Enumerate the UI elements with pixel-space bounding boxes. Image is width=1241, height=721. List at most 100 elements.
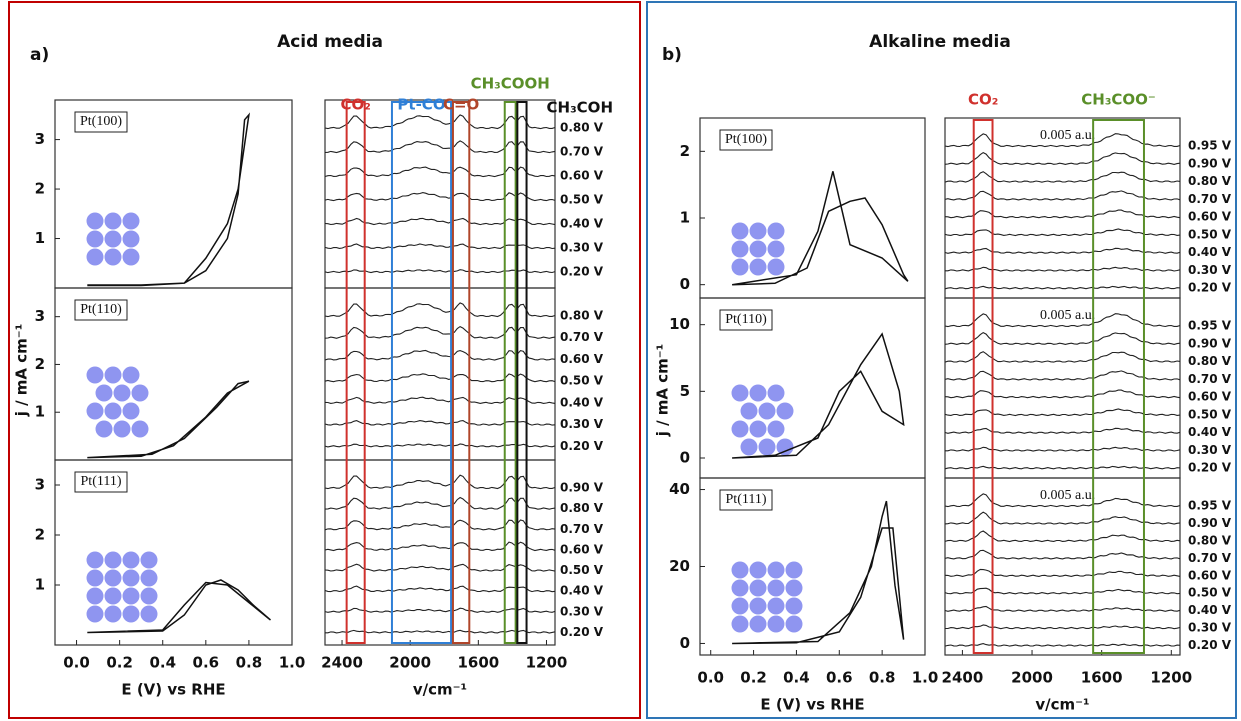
atom [749, 561, 767, 579]
atom [95, 384, 113, 402]
spectrum [324, 140, 556, 154]
spectrum [944, 427, 1181, 434]
spectrum [944, 313, 1181, 328]
potential-label: 0.90 V [1188, 336, 1232, 350]
potential-label: 0.80 V [1188, 354, 1232, 368]
spectrum [944, 190, 1181, 201]
spectrum [944, 493, 1181, 508]
atom [740, 402, 758, 420]
atom [731, 384, 749, 402]
y-tick-label: 2 [35, 526, 45, 544]
spectrum [944, 587, 1181, 595]
x-tick-label: 0.2 [740, 669, 767, 687]
panel-b-border [646, 1, 1237, 719]
potential-label: 0.70 V [560, 145, 604, 159]
potential-label: 0.50 V [1188, 227, 1232, 241]
spectrum [324, 519, 556, 531]
atom [86, 366, 104, 384]
potential-label: 0.80 V [1188, 174, 1232, 188]
spectrum [944, 643, 1181, 647]
subplot-frame [54, 459, 293, 646]
scale-bar-label: 0.005 a.u. [1040, 128, 1095, 143]
spectrum [324, 420, 556, 426]
spectrum [324, 496, 556, 510]
spectrum [944, 351, 1181, 363]
atom [731, 258, 749, 276]
x-axis-label: E (V) vs RHE [121, 681, 225, 699]
atom [104, 587, 122, 605]
potential-label: 0.70 V [560, 522, 604, 536]
potential-label: 0.20 V [560, 265, 604, 279]
band-box [516, 101, 528, 644]
facet-label-box [719, 309, 773, 331]
x-tick-label: 0.8 [236, 654, 263, 672]
potential-label: 0.40 V [560, 584, 604, 598]
stack-frame [324, 459, 556, 646]
atom [749, 240, 767, 258]
spectrum [944, 408, 1181, 417]
spectrum [944, 151, 1181, 165]
y-tick-label: 1 [35, 403, 45, 421]
atom [86, 230, 104, 248]
x-tick-label: 0.4 [149, 654, 176, 672]
spectrum [944, 247, 1181, 254]
atom [767, 579, 785, 597]
x-tick-label: 1600 [1081, 669, 1123, 687]
panel-title: Acid media [277, 32, 383, 52]
potential-label: 0.20 V [560, 439, 604, 453]
atom [86, 551, 104, 569]
band-label: CH₃COH [547, 99, 613, 117]
x-tick-label: 1.0 [912, 669, 939, 687]
y-tick-label: 2 [35, 180, 45, 198]
spectrum [944, 370, 1181, 381]
facet-label-box [74, 471, 128, 493]
facet-label-box [74, 111, 128, 133]
potential-label: 0.50 V [560, 193, 604, 207]
potential-label: 0.40 V [1188, 425, 1232, 439]
atom [749, 420, 767, 438]
x-tick-label: 2400 [321, 654, 363, 672]
atom [767, 561, 785, 579]
spectrum [944, 605, 1181, 612]
potential-label: 0.60 V [560, 169, 604, 183]
y-tick-label: 0 [680, 634, 690, 652]
potential-label: 0.30 V [1188, 621, 1232, 635]
atom [122, 248, 140, 266]
atom [731, 615, 749, 633]
atom [86, 587, 104, 605]
panel-title: Alkaline media [869, 32, 1011, 52]
spectrum [324, 166, 556, 178]
x-tick-label: 0.0 [697, 669, 724, 687]
facet-label: Pt(100) [725, 132, 767, 147]
atom [767, 420, 785, 438]
x-tick-label: 1200 [526, 654, 568, 672]
spectrum [944, 530, 1181, 543]
band-label: CO₂ [340, 96, 370, 114]
x-tick-label: 1200 [1150, 669, 1192, 687]
potential-label: 0.50 V [1188, 407, 1232, 421]
atom [767, 615, 785, 633]
atom [95, 420, 113, 438]
atom [104, 366, 122, 384]
potential-label: 0.70 V [1188, 551, 1232, 565]
potential-label: 0.80 V [560, 501, 604, 515]
spectrum [324, 396, 556, 404]
atom [740, 438, 758, 456]
potential-label: 0.30 V [1188, 443, 1232, 457]
potential-label: 0.95 V [1188, 319, 1232, 333]
cv-curve [87, 112, 251, 287]
spectrum [945, 266, 1181, 272]
facet-label: Pt(100) [80, 114, 122, 129]
y-tick-label: 3 [35, 130, 45, 148]
atom [758, 438, 776, 456]
potential-label: 0.40 V [1188, 603, 1232, 617]
panel-label: a) [30, 45, 49, 65]
y-tick-label: 3 [35, 476, 45, 494]
atom [113, 420, 131, 438]
atom [104, 230, 122, 248]
atom [758, 402, 776, 420]
atom [749, 597, 767, 615]
facet-label: Pt(111) [81, 474, 122, 489]
atom [749, 579, 767, 597]
atom [785, 615, 803, 633]
